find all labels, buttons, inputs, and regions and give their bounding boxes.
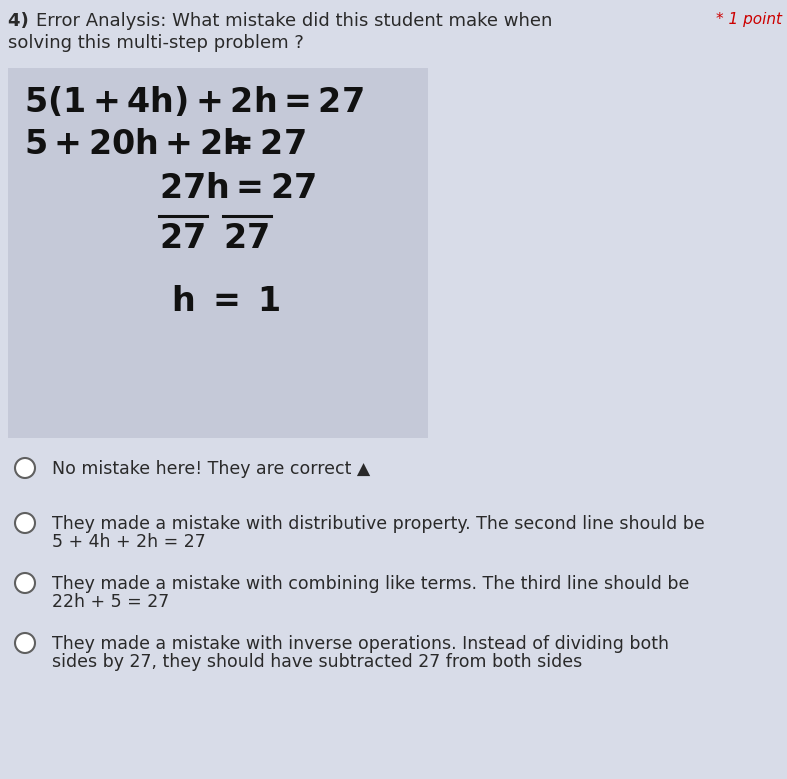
Text: $\mathbf{h \ = \ 1}$: $\mathbf{h \ = \ 1}$ (171, 285, 280, 318)
Text: Error Analysis: What mistake did this student make when: Error Analysis: What mistake did this st… (36, 12, 552, 30)
Text: * 1 point: * 1 point (716, 12, 782, 27)
Text: $\mathbf{27}$: $\mathbf{27}$ (159, 222, 205, 255)
Text: They made a mistake with distributive property. The second line should be: They made a mistake with distributive pr… (52, 515, 704, 533)
Text: $\mathbf{5(1 + 4h) + 2h = 27}$: $\mathbf{5(1 + 4h) + 2h = 27}$ (24, 85, 364, 119)
Text: 5 + 4h + 2h = 27: 5 + 4h + 2h = 27 (52, 533, 205, 551)
Text: They made a mistake with combining like terms. The third line should be: They made a mistake with combining like … (52, 575, 689, 593)
Ellipse shape (15, 633, 35, 653)
Text: sides by 27, they should have subtracted 27 from both sides: sides by 27, they should have subtracted… (52, 653, 582, 671)
Text: solving this multi-step problem ?: solving this multi-step problem ? (8, 34, 304, 52)
Text: 22h + 5 = 27: 22h + 5 = 27 (52, 593, 169, 611)
Text: $\mathbf{27}$: $\mathbf{27}$ (223, 222, 269, 255)
Ellipse shape (15, 513, 35, 533)
Text: $\mathbf{27h = 27}$: $\mathbf{27h = 27}$ (159, 172, 316, 205)
Text: They made a mistake with inverse operations. Instead of dividing both: They made a mistake with inverse operati… (52, 635, 669, 653)
Text: No mistake here! They are correct ▲: No mistake here! They are correct ▲ (52, 460, 370, 478)
Text: $\mathbf{= 27}$: $\mathbf{= 27}$ (219, 128, 306, 161)
Text: $\mathbf{5 + 20h + 2h}$: $\mathbf{5 + 20h + 2h}$ (24, 128, 246, 161)
Bar (8, 68, 428, 438)
Ellipse shape (15, 458, 35, 478)
Text: 4): 4) (8, 12, 35, 30)
Ellipse shape (15, 573, 35, 593)
